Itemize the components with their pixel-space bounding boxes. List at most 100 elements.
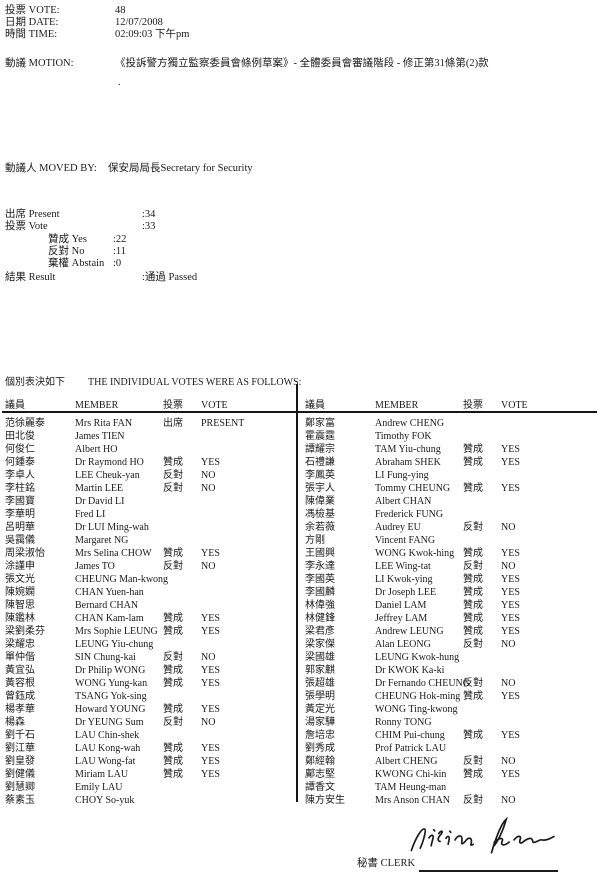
member-vote-row: 陳智思 Bernard CHAN [5, 599, 297, 612]
member-vote-row: 林健鋒 Jeffrey LAM 贊成 YES [305, 612, 597, 625]
member-name-en: Abraham SHEK [375, 457, 441, 468]
member-vote-row: 黃宜弘 Dr Philip WONG 贊成 YES [5, 664, 297, 677]
member-name-en: Emily LAU [75, 782, 123, 793]
no-count-label: 反對 No [48, 246, 85, 257]
member-vote-cn: 反對 [163, 561, 183, 572]
member-vote-cn: 贊成 [463, 730, 483, 741]
moved-by-value: 保安局局長Secretary for Security [108, 163, 253, 174]
member-name-en: Tommy CHEUNG [375, 483, 451, 494]
member-name-en: Timothy FOK [375, 431, 432, 442]
member-name-cn: 陳智思 [5, 600, 35, 611]
member-name-en: Jeffrey LAM [375, 613, 428, 624]
member-name-cn: 黃容根 [5, 678, 35, 689]
member-vote-row: 周梁淑怡 Mrs Selina CHOW 贊成 YES [5, 547, 297, 560]
member-vote-en: PRESENT [201, 418, 245, 429]
member-name-en: CHAN Kam-lam [75, 613, 144, 624]
member-vote-en: YES [501, 444, 520, 455]
member-vote-cn: 贊成 [163, 769, 183, 780]
member-name-en: Mrs Rita FAN [75, 418, 133, 429]
result-value: :通過 Passed [142, 272, 198, 283]
member-vote-row: 吳靄儀 Margaret NG [5, 534, 297, 547]
member-name-en: CHOY So-yuk [75, 795, 135, 806]
member-vote-cn: 反對 [163, 652, 183, 663]
member-name-en: Dr Philip WONG [75, 665, 146, 676]
column-divider-rule [296, 384, 298, 802]
abstain-count-label: 棄權 Abstain [48, 258, 105, 269]
member-vote-row: 譚耀宗 TAM Yiu-chung 贊成 YES [305, 443, 597, 456]
member-vote-en: YES [201, 626, 220, 637]
member-vote-row: 田北俊 James TIEN [5, 430, 297, 443]
member-name-en: Andrew CHENG [375, 418, 445, 429]
member-name-en: TAM Heung-man [375, 782, 447, 793]
member-name-en: WONG Kwok-hing [375, 548, 455, 559]
member-vote-row: 范徐麗泰 Mrs Rita FAN 出席 PRESENT [5, 417, 297, 430]
votes-table-left-column: 范徐麗泰 Mrs Rita FAN 出席 PRESENT 田北俊 James T… [5, 417, 297, 807]
member-name-cn: 何俊仁 [5, 444, 35, 455]
member-name-cn: 劉江華 [5, 743, 35, 754]
header-vote-en: VOTE [201, 400, 228, 411]
present-label: 出席 Present [5, 209, 60, 220]
member-vote-en: YES [501, 574, 520, 585]
member-name-cn: 李國麟 [305, 587, 335, 598]
member-name-cn: 李卓人 [5, 470, 35, 481]
member-name-cn: 李國寶 [5, 496, 35, 507]
member-vote-en: YES [201, 756, 220, 767]
member-name-cn: 劉皇發 [5, 756, 35, 767]
member-vote-cn: 贊成 [463, 574, 483, 585]
vote-count-label: 投票 Vote [5, 221, 48, 232]
member-name-cn: 黃定光 [305, 704, 335, 715]
member-name-cn: 譚香文 [305, 782, 335, 793]
member-vote-row: 石禮謙 Abraham SHEK 贊成 YES [305, 456, 597, 469]
member-vote-row: 黃定光 WONG Ting-kwong [305, 703, 597, 716]
member-vote-row: 湯家驊 Ronny TONG [305, 716, 597, 729]
member-name-en: LEE Wing-tat [375, 561, 431, 572]
member-vote-cn: 反對 [163, 483, 183, 494]
member-name-cn: 譚耀宗 [305, 444, 335, 455]
member-name-en: Albert CHAN [375, 496, 432, 507]
member-vote-row: 李永達 LEE Wing-tat 反對 NO [305, 560, 597, 573]
member-name-cn: 梁國雄 [305, 652, 335, 663]
member-name-cn: 鄭經翰 [305, 756, 335, 767]
header-underline-rule [2, 411, 597, 413]
member-name-en: LEE Cheuk-yan [75, 470, 140, 481]
member-vote-row: 張宇人 Tommy CHEUNG 贊成 YES [305, 482, 597, 495]
member-vote-en: YES [201, 769, 220, 780]
member-vote-row: 楊孝華 Howard YOUNG 贊成 YES [5, 703, 297, 716]
member-name-cn: 王國興 [305, 548, 335, 559]
member-name-en: LAU Chin-shek [75, 730, 140, 741]
motion-footnote: . [118, 77, 121, 88]
member-name-cn: 詹培忠 [305, 730, 335, 741]
vote-number-value: 48 [115, 5, 126, 16]
member-name-cn: 張超雄 [305, 678, 335, 689]
member-vote-en: YES [501, 730, 520, 741]
member-vote-row: 劉健儀 Miriam LAU 贊成 YES [5, 768, 297, 781]
member-vote-cn: 贊成 [463, 626, 483, 637]
time-value: 02:09:03 下午pm [115, 29, 190, 40]
member-vote-row: 劉慧卿 Emily LAU [5, 781, 297, 794]
member-vote-row: 王國興 WONG Kwok-hing 贊成 YES [305, 547, 597, 560]
member-vote-row: 何俊仁 Albert HO [5, 443, 297, 456]
individual-votes-title-en: THE INDIVIDUAL VOTES WERE AS FOLLOWS: [88, 377, 302, 388]
member-name-en: KWONG Chi-kin [375, 769, 447, 780]
member-vote-en: YES [501, 613, 520, 624]
member-name-cn: 李柱銘 [5, 483, 35, 494]
member-vote-en: NO [201, 561, 216, 572]
member-vote-row: 李華明 Fred LI [5, 508, 297, 521]
member-vote-cn: 贊成 [163, 704, 183, 715]
member-name-cn: 張學明 [305, 691, 335, 702]
member-name-cn: 黃宜弘 [5, 665, 35, 676]
member-name-cn: 張宇人 [305, 483, 335, 494]
member-vote-row: 詹培忠 CHIM Pui-chung 贊成 YES [305, 729, 597, 742]
member-name-en: Vincent FANG [375, 535, 436, 546]
member-name-cn: 劉秀成 [305, 743, 335, 754]
member-vote-cn: 贊成 [463, 457, 483, 468]
member-name-cn: 湯家驊 [305, 717, 335, 728]
member-vote-en: NO [501, 561, 516, 572]
header-member-cn: 議員 [5, 400, 25, 411]
member-vote-row: 梁君彥 Andrew LEUNG 贊成 YES [305, 625, 597, 638]
result-label: 結果 Result [5, 272, 56, 283]
member-name-en: CHEUNG Hok-ming [375, 691, 461, 702]
member-name-cn: 周梁淑怡 [5, 548, 45, 559]
member-name-en: LAU Kong-wah [75, 743, 141, 754]
member-name-en: Mrs Sophie LEUNG [75, 626, 158, 637]
